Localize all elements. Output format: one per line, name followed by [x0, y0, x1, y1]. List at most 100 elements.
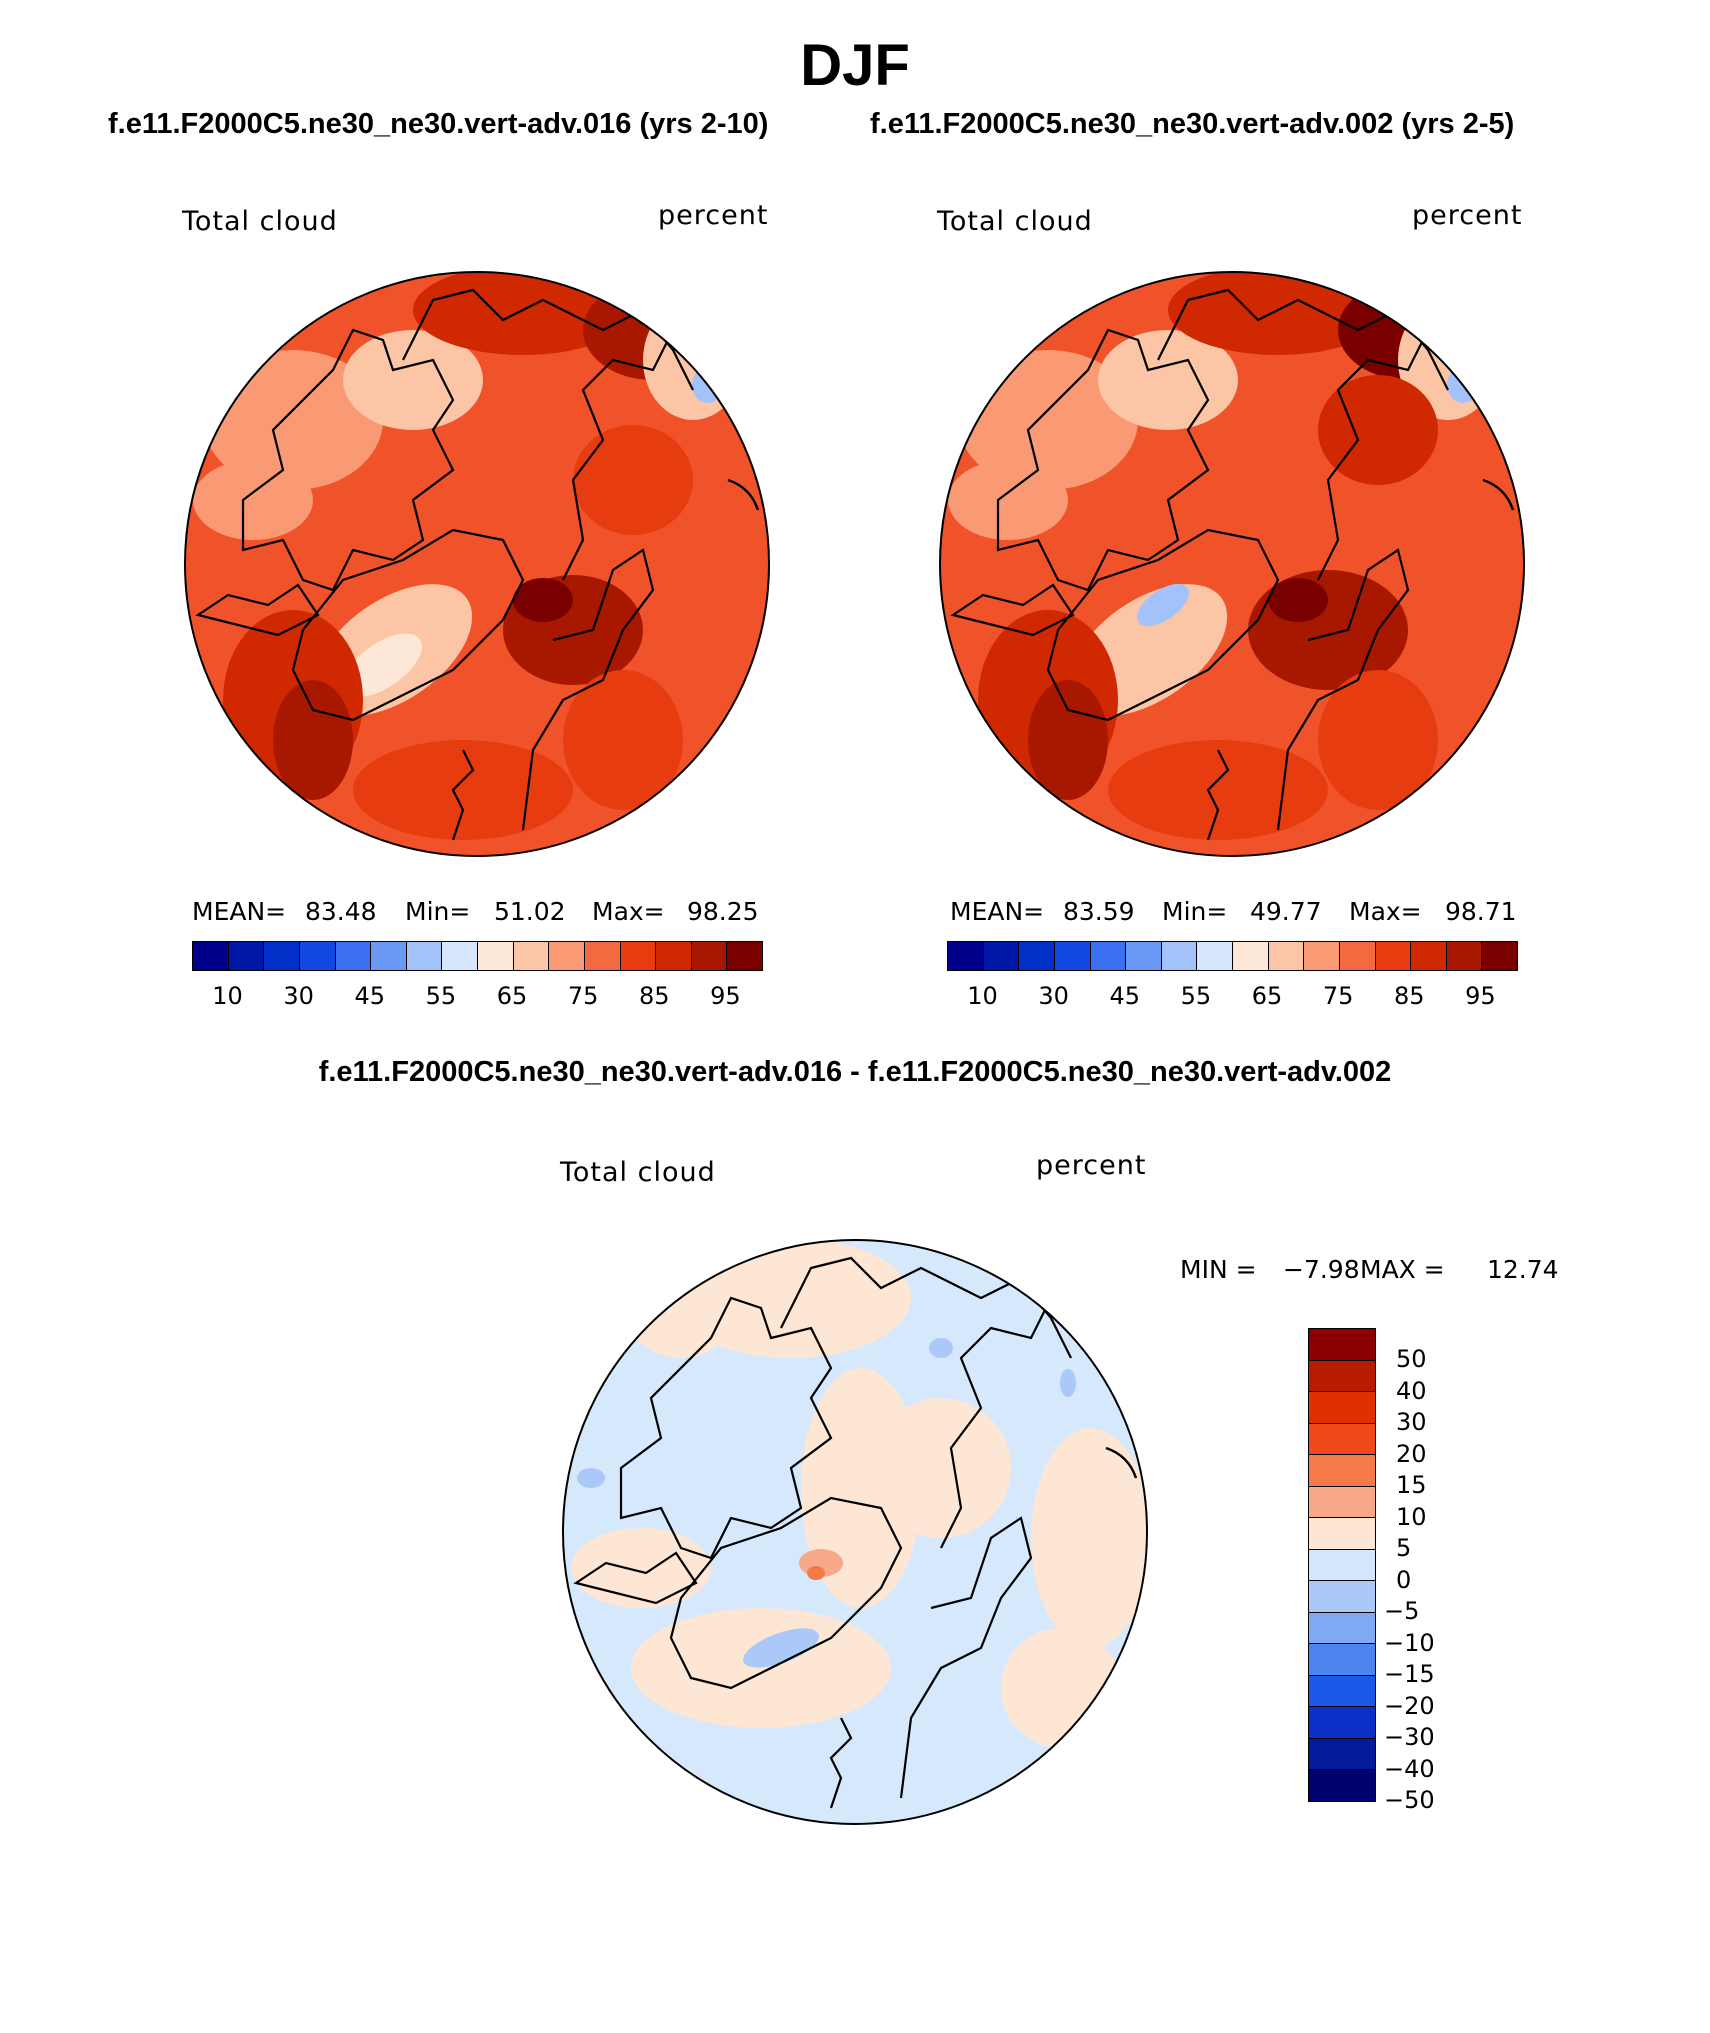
colorbar-swatch	[513, 942, 550, 970]
colorbar-swatch	[1309, 1329, 1375, 1361]
colorbar-swatch	[1309, 1423, 1375, 1456]
panel2-max-label: Max=	[1349, 897, 1422, 926]
difference-title: f.e11.F2000C5.ne30_ne30.vert-adv.016 - f…	[318, 1056, 1392, 1088]
colorbar-swatch	[727, 942, 762, 970]
colorbar-tick-label: −30	[1384, 1723, 1435, 1752]
colorbar-swatch	[478, 942, 514, 970]
colorbar-swatch	[371, 942, 407, 970]
panel2-colorbar-ticks: 10 30 45 55 65 75 85 95	[947, 982, 1516, 1012]
colorbar-tick-label: 45	[1109, 982, 1141, 1010]
panel1-colorbar-ticks: 10 30 45 55 65 75 85 95	[192, 982, 761, 1012]
panel1-mean-value: 83.48	[305, 897, 377, 926]
colorbar-tick-label: −50	[1384, 1786, 1435, 1814]
colorbar-swatch	[1309, 1360, 1375, 1393]
colorbar-swatch	[1309, 1612, 1375, 1645]
colorbar-swatch	[1309, 1738, 1375, 1771]
colorbar-swatch	[948, 942, 984, 970]
panel1-variable-label: Total cloud	[182, 206, 338, 237]
colorbar-swatch	[1482, 942, 1517, 970]
panel2-colorbar	[947, 941, 1518, 971]
panel2-mean-label: MEAN=	[950, 897, 1045, 926]
panel3-max-label: MAX =	[1360, 1255, 1445, 1284]
colorbar-swatch	[1309, 1581, 1375, 1613]
colorbar-swatch	[620, 942, 657, 970]
colorbar-swatch	[584, 942, 621, 970]
colorbar-swatch	[1339, 942, 1376, 970]
colorbar-swatch	[983, 942, 1020, 970]
colorbar-tick-label: −15	[1384, 1660, 1435, 1689]
panel2-min-value: 49.77	[1250, 897, 1322, 926]
colorbar-tick-label: −10	[1384, 1628, 1435, 1657]
panel2-max-value: 98.71	[1445, 897, 1517, 926]
panel2-min-label: Min=	[1162, 897, 1228, 926]
colorbar-swatch	[1309, 1518, 1375, 1550]
panel1-colorbar	[192, 941, 763, 971]
colorbar-tick-label: 30	[1038, 982, 1069, 1010]
colorbar-swatch	[228, 942, 265, 970]
panel3-min-label: MIN =	[1180, 1255, 1257, 1284]
panel1-max-value: 98.25	[687, 897, 759, 926]
colorbar-tick-label: 5	[1396, 1534, 1412, 1563]
colorbar-swatch	[1019, 942, 1055, 970]
colorbar-swatch	[1309, 1455, 1375, 1487]
colorbar-swatch	[406, 942, 443, 970]
colorbar-swatch	[1304, 942, 1340, 970]
colorbar-swatch	[193, 942, 229, 970]
panel2-variable-label: Total cloud	[937, 206, 1093, 237]
panel1-min-value: 51.02	[494, 897, 566, 926]
panel2-mean-value: 83.59	[1063, 897, 1135, 926]
panel1-min-label: Min=	[405, 897, 471, 926]
colorbar-swatch	[1309, 1770, 1375, 1801]
colorbar-tick-label: 10	[967, 982, 998, 1010]
colorbar-tick-label: 45	[354, 982, 386, 1010]
colorbar-swatch	[1268, 942, 1305, 970]
colorbar-tick-label: 10	[1396, 1502, 1427, 1531]
colorbar-swatch	[1375, 942, 1412, 970]
panel1-mean-label: MEAN=	[192, 897, 287, 926]
colorbar-tick-label: 75	[567, 982, 599, 1010]
panel1-polar-map	[184, 271, 770, 857]
colorbar-tick-label: 30	[1396, 1408, 1427, 1437]
season-title: DJF	[800, 33, 910, 98]
panel2-case-title: f.e11.F2000C5.ne30_ne30.vert-adv.002 (yr…	[870, 108, 1515, 140]
colorbar-tick-label: 15	[1396, 1471, 1427, 1500]
panel1-case-title: f.e11.F2000C5.ne30_ne30.vert-adv.016 (yr…	[108, 108, 769, 140]
colorbar-tick-label: 65	[496, 982, 528, 1010]
colorbar-swatch	[1309, 1549, 1375, 1582]
panel3-colorbar	[1308, 1328, 1376, 1802]
colorbar-tick-label: 95	[1465, 982, 1496, 1010]
panel2-polar-map	[939, 271, 1525, 857]
colorbar-tick-label: −40	[1384, 1754, 1435, 1783]
colorbar-swatch	[656, 942, 692, 970]
colorbar-swatch	[1446, 942, 1483, 970]
panel2-units-label: percent	[1412, 200, 1523, 231]
colorbar-swatch	[1309, 1707, 1375, 1739]
colorbar-tick-label: 95	[710, 982, 741, 1010]
panel3-min-value: −7.98	[1283, 1255, 1360, 1284]
colorbar-tick-label: −20	[1384, 1691, 1435, 1720]
panel3-max-value: 12.74	[1487, 1255, 1559, 1284]
panel1-units-label: percent	[658, 200, 769, 231]
colorbar-swatch	[1197, 942, 1233, 970]
colorbar-swatch	[1309, 1644, 1375, 1676]
colorbar-swatch	[1309, 1675, 1375, 1708]
panel3-variable-label: Total cloud	[560, 1157, 716, 1188]
colorbar-swatch	[442, 942, 478, 970]
colorbar-swatch	[299, 942, 336, 970]
colorbar-swatch	[691, 942, 728, 970]
colorbar-swatch	[1411, 942, 1447, 970]
colorbar-swatch	[549, 942, 585, 970]
colorbar-swatch	[1090, 942, 1127, 970]
colorbar-tick-label: 40	[1396, 1376, 1427, 1405]
colorbar-swatch	[1161, 942, 1198, 970]
colorbar-tick-label: 30	[283, 982, 314, 1010]
colorbar-swatch	[1126, 942, 1162, 970]
colorbar-swatch	[1054, 942, 1091, 970]
colorbar-tick-label: −5	[1384, 1597, 1420, 1626]
colorbar-tick-label: 55	[1180, 982, 1212, 1010]
colorbar-tick-label: 55	[425, 982, 457, 1010]
panel3-units-label: percent	[1036, 1150, 1147, 1181]
panel1-max-label: Max=	[592, 897, 665, 926]
colorbar-tick-label: 10	[212, 982, 243, 1010]
colorbar-tick-label: 85	[1394, 982, 1425, 1010]
